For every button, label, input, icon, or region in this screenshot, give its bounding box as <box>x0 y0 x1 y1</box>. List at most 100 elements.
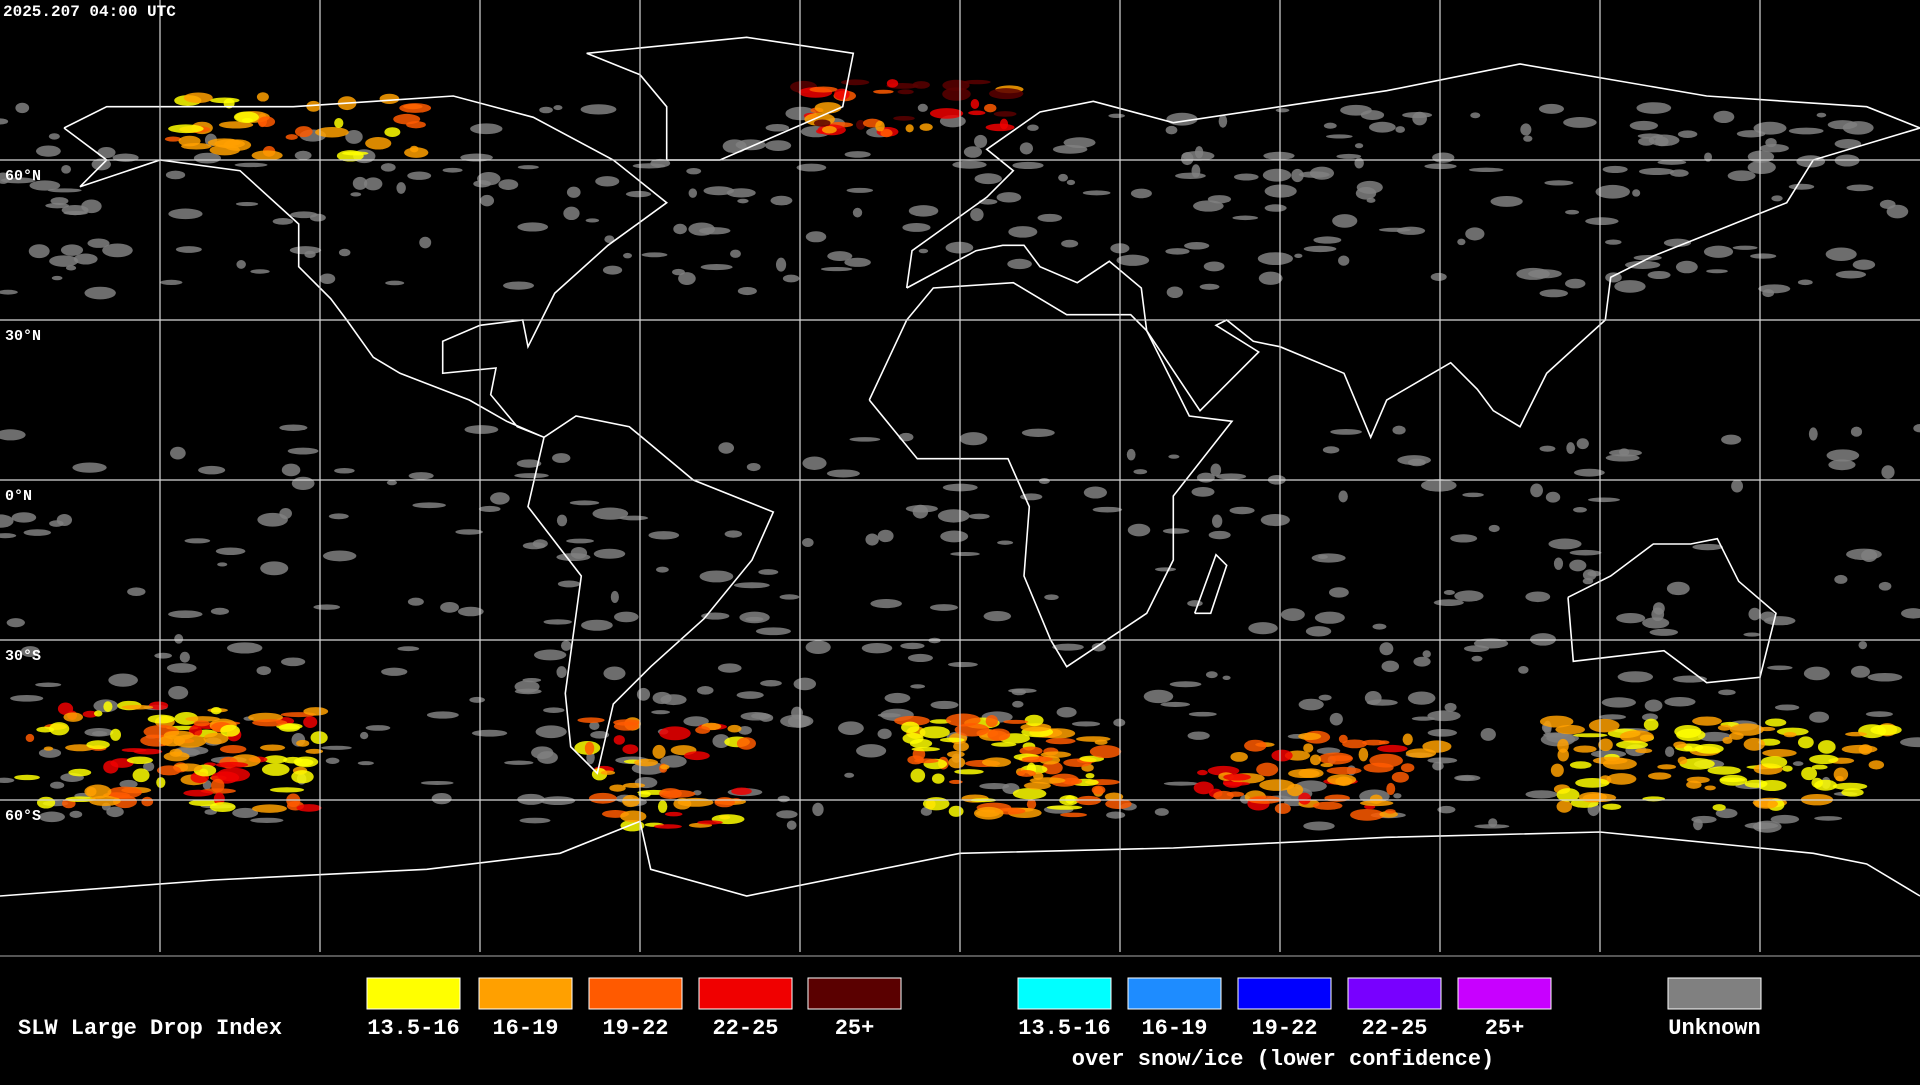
cloud-patch <box>981 757 1012 768</box>
cloud-patch <box>50 781 65 789</box>
cloud-patch <box>602 265 623 275</box>
cloud-patch <box>1029 777 1066 784</box>
cloud-patch <box>1222 781 1250 786</box>
cloud-patch <box>1712 804 1726 811</box>
cloud-patch <box>539 106 553 114</box>
cloud-patch <box>11 512 37 523</box>
cloud-patch <box>164 136 182 142</box>
coastlines <box>0 36 1920 897</box>
cloud-patch <box>1318 752 1353 765</box>
cloud-patch <box>1569 559 1587 572</box>
cloud-patch <box>1379 642 1394 656</box>
cloud-patch <box>143 761 155 772</box>
cloud-patch <box>1858 641 1868 650</box>
cloud-patch <box>1454 774 1481 782</box>
cloud-patch <box>1636 102 1672 114</box>
cloud-patch <box>0 177 36 184</box>
cloud-patch <box>179 651 190 663</box>
cloud-patch <box>968 513 990 520</box>
cloud-patch <box>1191 164 1201 178</box>
cloud-patch <box>102 243 133 258</box>
cloud-patch <box>1362 739 1386 746</box>
cloud-patch <box>897 89 914 95</box>
cloud-patch <box>1402 733 1413 746</box>
cloud-patch <box>1900 737 1920 748</box>
cloud-patch <box>834 88 850 100</box>
cloud-patch <box>793 677 817 691</box>
cloud-patch <box>908 205 939 217</box>
cloud-patch <box>813 119 831 127</box>
cloud-patch <box>758 569 779 575</box>
cloud-patch <box>1274 803 1291 814</box>
cloud-patch <box>20 646 40 658</box>
cloud-patch <box>381 667 408 676</box>
cloud-patch <box>290 211 318 219</box>
cloud-patch <box>1430 272 1447 281</box>
cloud-patch <box>638 791 651 798</box>
cloud-patch <box>1797 279 1813 286</box>
cloud-patch <box>1338 490 1348 503</box>
cloud-patch <box>595 176 620 187</box>
cloud-patch <box>1715 808 1738 819</box>
cloud-patch <box>175 246 202 253</box>
cloud-patch <box>352 176 368 190</box>
cloud-patch <box>1637 133 1664 139</box>
cloud-patch <box>1569 761 1592 769</box>
cloud-patch <box>942 87 971 101</box>
cloud-patch <box>585 218 600 223</box>
coastline <box>1193 553 1228 615</box>
cloud-patch <box>1576 438 1589 450</box>
cloud-patch <box>1587 570 1602 577</box>
cloud-patch <box>1392 425 1406 435</box>
cloud-patch <box>431 792 452 805</box>
cloud-patch <box>1191 486 1215 497</box>
cloud-patch <box>1175 172 1206 180</box>
cloud-patch <box>802 456 827 470</box>
cloud-patch <box>1232 215 1259 221</box>
cloud-patch <box>634 758 659 767</box>
cloud-patch <box>1473 638 1509 649</box>
cloud-patch <box>23 529 51 536</box>
cloud-patch <box>1718 689 1736 696</box>
cloud-patch <box>252 804 287 813</box>
cloud-patch <box>1771 195 1783 202</box>
cloud-patch <box>838 721 864 736</box>
cloud-patch <box>697 820 723 825</box>
cloud-patch <box>1808 427 1818 441</box>
cloud-patch <box>1356 180 1383 194</box>
cloud-patch <box>677 797 714 807</box>
cloud-patch <box>1313 236 1342 244</box>
cloud-patch <box>1359 800 1394 807</box>
coastline <box>63 95 669 439</box>
cloud-patch <box>622 744 639 755</box>
cloud-patch <box>684 751 710 761</box>
cloud-patch <box>1868 760 1885 770</box>
cloud-patch <box>737 198 749 204</box>
cloud-patch <box>1280 608 1305 621</box>
cloud-patch <box>1338 255 1350 266</box>
cloud-patch <box>363 177 383 191</box>
cloud-patch <box>1846 184 1874 192</box>
cloud-patch <box>1686 776 1710 784</box>
cloud-patch <box>688 188 698 198</box>
cloud-patch <box>119 779 138 789</box>
cloud-patch <box>1400 763 1415 773</box>
cloud-patch <box>1019 746 1043 756</box>
cloud-patch <box>1318 694 1332 701</box>
cloud-patch <box>1470 112 1481 119</box>
cloud-patch <box>780 714 814 728</box>
cloud-patch <box>86 740 110 750</box>
cloud-patch <box>1108 113 1125 118</box>
cloud-patch <box>1298 792 1311 805</box>
cloud-patch <box>1525 591 1551 603</box>
cloud-patch <box>1913 423 1920 433</box>
cloud-patch <box>1585 217 1619 226</box>
cloud-patch <box>1163 781 1199 786</box>
cloud-patch <box>471 729 508 737</box>
cloud-patch <box>1546 733 1579 744</box>
cloud-patch <box>1530 633 1557 646</box>
cloud-patch <box>1539 445 1556 452</box>
cloud-patch <box>1091 642 1106 652</box>
cloud-patch <box>1642 617 1670 629</box>
cloud-patch <box>1045 737 1076 745</box>
